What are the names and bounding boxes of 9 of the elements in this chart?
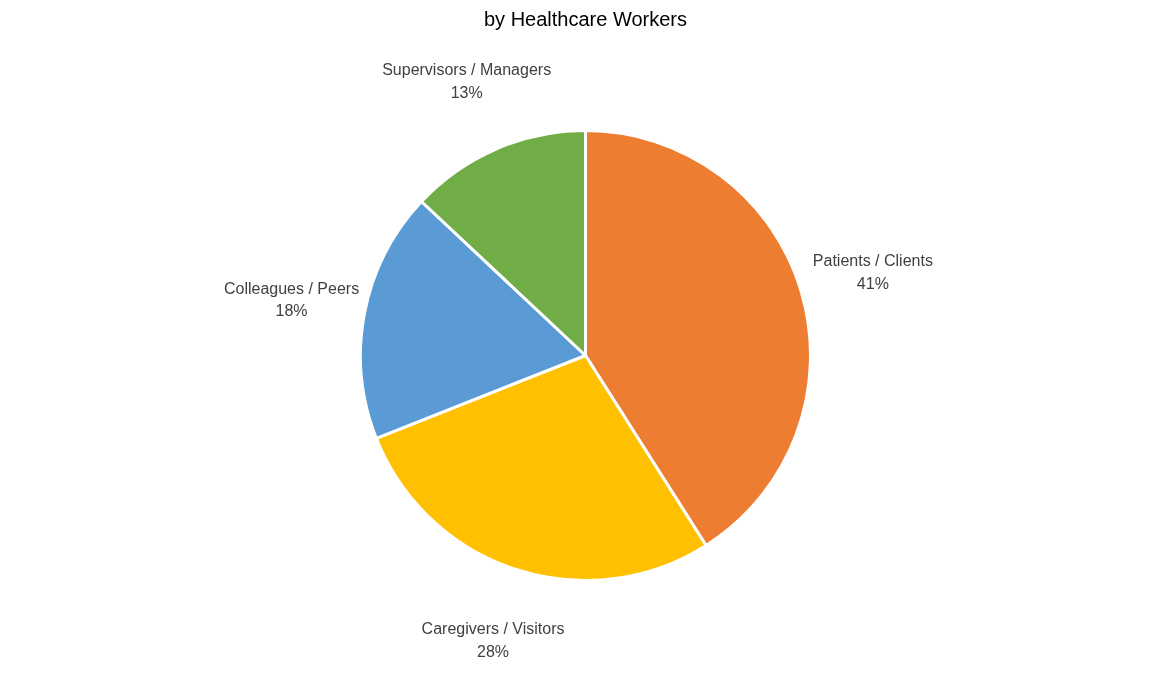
- slice-label: Colleagues / Peers: [223, 279, 360, 297]
- data-label: 18%: [275, 302, 308, 320]
- data-label: 28%: [477, 642, 510, 660]
- chart-title: by Healthcare Workers: [483, 7, 688, 30]
- data-label: 41%: [856, 274, 889, 292]
- slice-label: Caregivers / Visitors: [421, 620, 565, 638]
- data-label: 13%: [450, 83, 483, 101]
- slice-label: Supervisors / Managers: [382, 61, 552, 79]
- slice-label: Patients / Clients: [812, 252, 933, 270]
